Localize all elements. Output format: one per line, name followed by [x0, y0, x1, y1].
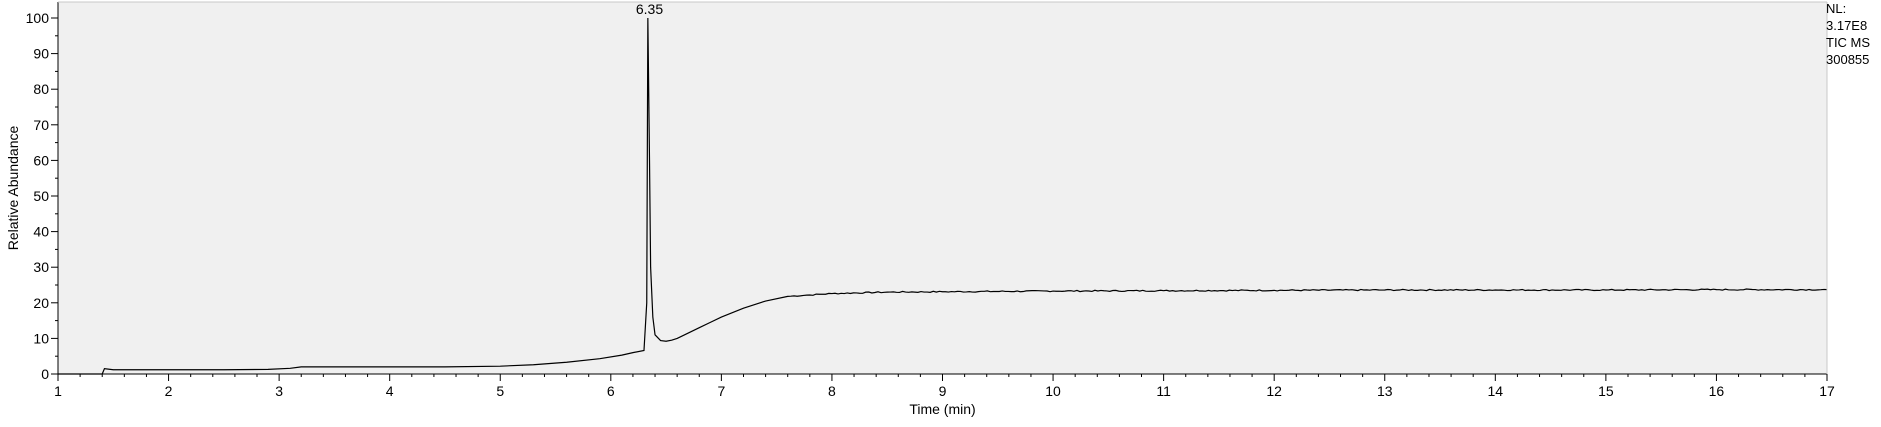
x-tick-label: 17 — [1819, 383, 1835, 399]
y-tick-label: 50 — [33, 188, 49, 204]
x-tick-label: 12 — [1266, 383, 1282, 399]
y-tick-label: 100 — [26, 10, 50, 26]
y-tick-label: 0 — [41, 366, 49, 382]
plot-area — [58, 2, 1827, 374]
y-tick-label: 40 — [33, 224, 49, 240]
x-tick-label: 15 — [1598, 383, 1614, 399]
y-tick-label: 60 — [33, 152, 49, 168]
x-tick-label: 14 — [1488, 383, 1504, 399]
scan-filter: TIC MS — [1826, 35, 1871, 50]
x-tick-label: 5 — [496, 383, 504, 399]
x-tick-label: 4 — [386, 383, 394, 399]
y-tick-label: 80 — [33, 81, 49, 97]
x-tick-label: 13 — [1377, 383, 1393, 399]
nl-label: NL: — [1826, 1, 1847, 16]
peak-label: 6.35 — [636, 1, 663, 17]
instrument-info: NL: 3.17E8 TIC MS 300855 — [1826, 0, 1870, 68]
nl-value: 3.17E8 — [1826, 18, 1868, 33]
x-tick-label: 3 — [275, 383, 283, 399]
x-axis-title: Time (min) — [909, 401, 975, 417]
y-tick-label: 30 — [33, 259, 49, 275]
x-tick-label: 16 — [1709, 383, 1725, 399]
x-tick-label: 7 — [717, 383, 725, 399]
y-tick-label: 20 — [33, 295, 49, 311]
file-id: 300855 — [1826, 52, 1870, 67]
y-tick-label: 70 — [33, 117, 49, 133]
x-tick-label: 11 — [1156, 383, 1171, 399]
y-axis-title: Relative Abundance — [5, 126, 21, 251]
x-tick-label: 9 — [939, 383, 947, 399]
x-tick-label: 1 — [54, 383, 62, 399]
peak-annotations: 6.35 — [636, 1, 663, 17]
tic-trace-line — [58, 17, 1828, 375]
x-tick-label: 2 — [165, 383, 173, 399]
x-axis-ticks: 1 2 3 4 5 6 7 8 9 10 11 12 13 14 15 16 17 — [54, 374, 1835, 399]
y-axis-ticks: 0 10 20 30 40 50 60 70 80 90 100 — [26, 10, 58, 382]
x-tick-label: 10 — [1045, 383, 1061, 399]
x-tick-label: 8 — [828, 383, 836, 399]
y-tick-label: 10 — [33, 330, 49, 346]
y-tick-label: 90 — [33, 46, 49, 62]
x-tick-label: 6 — [607, 383, 615, 399]
